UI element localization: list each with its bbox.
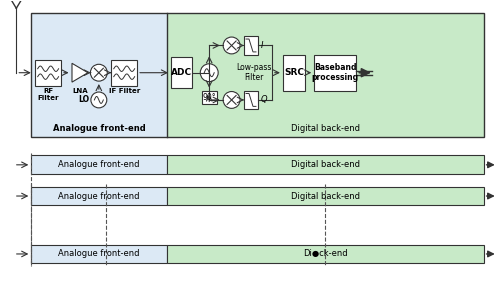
Text: Analogue front-end: Analogue front-end — [58, 160, 140, 169]
FancyBboxPatch shape — [244, 91, 258, 109]
Circle shape — [223, 37, 240, 54]
Text: Q: Q — [261, 95, 268, 105]
Text: ADC: ADC — [171, 68, 192, 77]
Text: 90°: 90° — [202, 93, 216, 102]
FancyBboxPatch shape — [244, 36, 258, 55]
Text: LO: LO — [78, 95, 90, 105]
FancyBboxPatch shape — [112, 60, 137, 86]
Text: Analogue front-end: Analogue front-end — [58, 192, 140, 201]
Text: I: I — [261, 41, 264, 50]
Text: LNA: LNA — [72, 88, 88, 93]
Text: Di●ck-end: Di●ck-end — [303, 249, 348, 258]
FancyBboxPatch shape — [171, 57, 192, 88]
FancyBboxPatch shape — [202, 91, 216, 105]
Text: IF Filter: IF Filter — [108, 88, 140, 93]
Text: Baseband
processing: Baseband processing — [312, 63, 359, 82]
FancyBboxPatch shape — [167, 13, 484, 137]
Text: Digital back-end: Digital back-end — [291, 124, 360, 133]
FancyBboxPatch shape — [314, 55, 356, 91]
FancyBboxPatch shape — [283, 55, 305, 91]
FancyBboxPatch shape — [35, 60, 61, 86]
FancyBboxPatch shape — [31, 245, 167, 263]
FancyBboxPatch shape — [31, 13, 167, 137]
Circle shape — [200, 64, 218, 82]
Text: Digital back-end: Digital back-end — [291, 192, 360, 201]
Text: Analogue front-end: Analogue front-end — [52, 124, 146, 133]
Text: RF
Filter: RF Filter — [38, 88, 59, 100]
FancyBboxPatch shape — [167, 187, 484, 206]
Text: Digital back-end: Digital back-end — [291, 160, 360, 169]
FancyBboxPatch shape — [167, 155, 484, 174]
FancyBboxPatch shape — [31, 187, 167, 206]
Circle shape — [223, 91, 240, 108]
Circle shape — [90, 64, 108, 81]
Polygon shape — [72, 63, 88, 82]
Text: Analogue front-end: Analogue front-end — [58, 249, 140, 258]
FancyBboxPatch shape — [31, 155, 167, 174]
Circle shape — [91, 92, 107, 108]
Text: Low-pass
Filter: Low-pass Filter — [236, 63, 271, 82]
Text: SRC: SRC — [284, 68, 304, 77]
FancyBboxPatch shape — [167, 245, 484, 263]
